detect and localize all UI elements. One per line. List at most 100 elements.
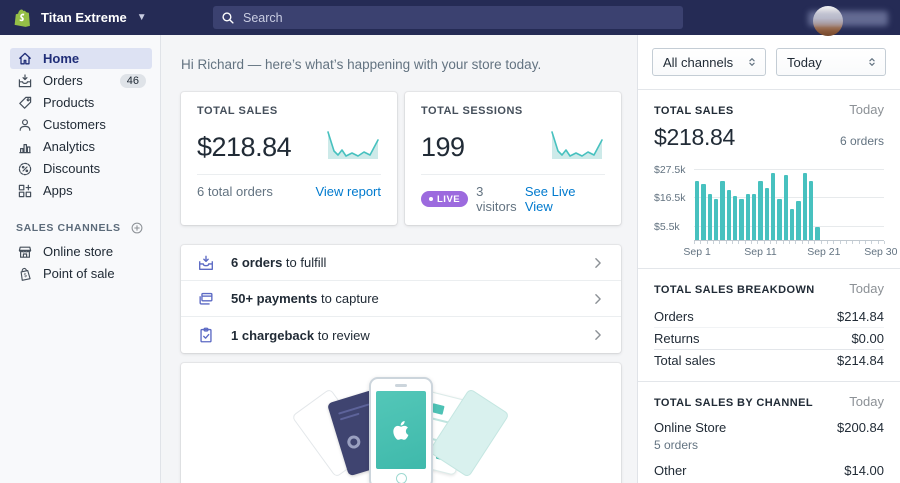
sales-bar <box>739 199 744 241</box>
sessions-sparkline <box>551 131 603 159</box>
sales-bar <box>777 199 782 241</box>
chevron-right-icon <box>591 292 605 306</box>
store-switcher[interactable]: Titan Extreme ▼ <box>0 0 159 35</box>
x-axis <box>694 240 884 241</box>
sales-bar <box>726 190 731 241</box>
topbar: Titan Extreme ▼ <box>0 0 900 36</box>
x-axis-tick-mark <box>877 241 879 244</box>
sales-bar <box>802 173 807 241</box>
total-sales-section: TOTAL SALES Today $218.84 6 orders $27.5… <box>638 90 900 268</box>
sidebar-item-apps[interactable]: Apps <box>10 180 152 201</box>
x-axis-tick-label: Sep 30 <box>864 246 898 258</box>
sidebar-item-products[interactable]: Products <box>10 92 152 113</box>
greeting-text: Hi Richard — here’s what’s happening wit… <box>181 57 542 72</box>
x-axis-tick-mark <box>852 241 854 244</box>
live-dot-icon <box>429 197 433 201</box>
sidebar-item-point-of-sale[interactable]: $ Point of sale <box>10 263 152 284</box>
daily-sales-chart: $27.5k $16.5k $5.5k Sep 1 Sep 11 Sep 21 Sep 30 <box>654 163 897 259</box>
x-axis-tick-mark <box>763 241 765 244</box>
breakdown-row-total: Total sales $214.84 <box>654 349 884 371</box>
section-heading: TOTAL SALES <box>654 105 734 117</box>
sales-bar <box>758 181 763 241</box>
task-rest: to review <box>314 327 370 343</box>
x-axis-tick-mark <box>871 241 873 244</box>
task-rest: to capture <box>317 291 379 306</box>
sidebar-item-orders[interactable]: Orders 46 <box>10 70 152 91</box>
sales-channels-header: SALES CHANNELS <box>16 221 144 235</box>
orders-summary: 6 total orders <box>197 184 273 199</box>
channel-filter-select[interactable]: All channels <box>652 48 766 76</box>
sidebar-item-home[interactable]: Home <box>10 48 152 69</box>
section-heading: TOTAL SALES BY CHANNEL <box>654 397 813 409</box>
section-period: Today <box>849 281 884 296</box>
card-title: TOTAL SESSIONS <box>421 105 523 117</box>
add-sales-channel-button[interactable] <box>130 221 144 235</box>
chevron-right-icon <box>591 256 605 270</box>
x-axis-tick-mark <box>801 241 803 244</box>
search-icon <box>222 11 234 24</box>
x-axis-tick-mark <box>808 241 809 244</box>
x-axis-tick-mark <box>839 241 841 244</box>
x-axis-tick-mark <box>814 241 816 244</box>
sidebar-item-analytics[interactable]: Analytics <box>10 136 152 157</box>
apps-grid-icon <box>16 182 33 199</box>
x-axis-tick-mark <box>751 241 752 244</box>
sidebar-item-discounts[interactable]: Discounts <box>10 158 152 179</box>
task-row-chargeback-to-review[interactable]: 1 chargeback to review <box>181 317 621 353</box>
live-badge: LIVE <box>421 191 469 207</box>
discount-icon <box>16 160 33 177</box>
x-axis-tick-mark <box>846 241 847 244</box>
sales-bar <box>815 226 820 241</box>
see-live-view-link[interactable]: See Live View <box>524 184 576 214</box>
search-input[interactable] <box>243 10 675 25</box>
task-rest: to fulfill <box>282 255 327 270</box>
card-title: TOTAL SALES <box>197 105 278 117</box>
payments-icon <box>197 290 217 308</box>
section-period: Today <box>849 102 884 117</box>
x-axis-tick-mark <box>700 241 702 244</box>
x-axis-tick-mark <box>770 241 771 244</box>
x-axis-tick-mark <box>732 241 733 244</box>
x-axis-tick-label: Sep 11 <box>744 246 777 258</box>
y-axis-tick-label: $16.5k <box>654 192 686 205</box>
task-row-payments-to-capture[interactable]: 50+ payments to capture <box>181 281 621 317</box>
view-report-link[interactable]: View report <box>315 184 381 199</box>
sales-bar <box>714 199 719 241</box>
chargeback-clipboard-icon <box>197 326 217 344</box>
shopify-logo-icon <box>12 7 33 28</box>
sales-bar <box>720 181 725 241</box>
sales-bar <box>796 200 801 241</box>
x-axis-tick-mark <box>789 241 790 244</box>
channel-row-other: Other 1 order $14.00 <box>654 463 884 483</box>
sidebar-item-online-store[interactable]: Online store <box>10 241 152 262</box>
y-axis-tick-label: $27.5k <box>654 163 686 176</box>
task-strong: 6 orders <box>231 255 283 270</box>
chevron-right-icon <box>591 328 605 342</box>
total-sales-value: $218.84 <box>197 132 292 162</box>
sales-bar <box>783 174 788 241</box>
sales-breakdown-section: TOTAL SALES BREAKDOWN Today Orders $214.… <box>638 269 900 381</box>
sales-bar <box>701 183 706 241</box>
account-name-redacted <box>808 11 888 26</box>
task-row-orders-to-fulfill[interactable]: 6 orders to fulfill <box>181 245 621 281</box>
date-filter-select[interactable]: Today <box>776 48 886 76</box>
gridline <box>694 168 884 170</box>
sales-bar <box>733 195 738 241</box>
x-axis-tick-mark <box>795 241 797 244</box>
breakdown-row-orders: Orders $214.84 <box>654 308 884 324</box>
sales-bar <box>764 187 769 241</box>
sales-bar <box>752 194 757 241</box>
bar-chart-icon <box>16 138 33 155</box>
sidebar-item-customers[interactable]: Customers <box>10 114 152 135</box>
total-sessions-card: TOTAL SESSIONS 199 LIVE 3 visitors See L… <box>405 92 621 225</box>
x-axis-tick-mark <box>827 241 828 244</box>
x-axis-tick-mark <box>706 241 708 244</box>
svg-text:$: $ <box>23 272 28 279</box>
x-axis-tick-mark <box>713 241 714 244</box>
select-arrows-icon <box>869 58 875 66</box>
pos-bag-icon: $ <box>16 265 33 282</box>
total-sales-amount: $218.84 <box>654 124 736 150</box>
search-bar[interactable] <box>213 6 683 29</box>
x-axis-tick-mark <box>884 241 885 244</box>
sales-bar <box>809 181 814 241</box>
